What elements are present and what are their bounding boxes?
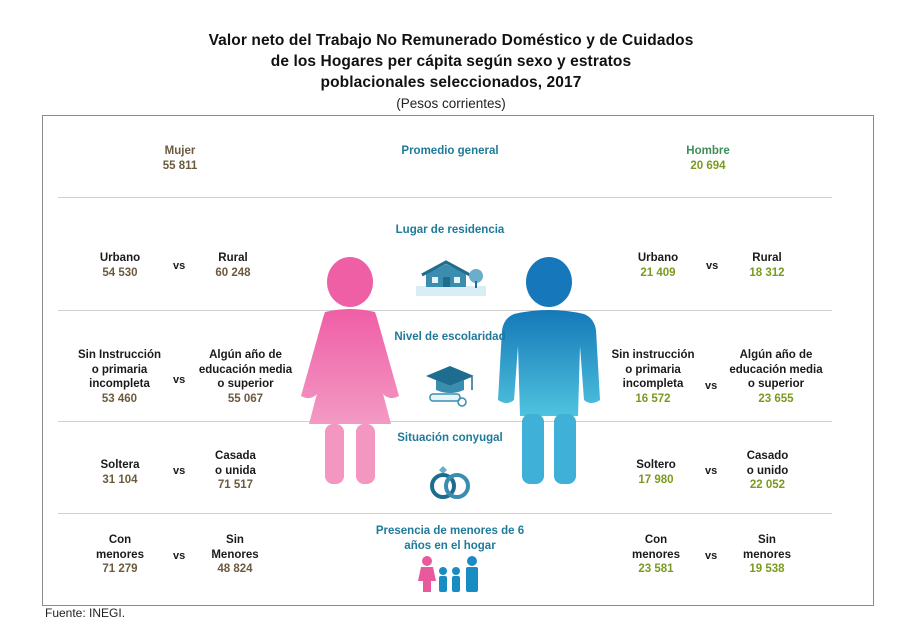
row-divider [58, 310, 832, 311]
vs-label: vs [705, 550, 718, 562]
vs-label: vs [173, 465, 186, 477]
hombre-rural-value: 18 312 [749, 266, 785, 279]
hombre-sin-menores-label-2: menores [743, 548, 791, 561]
row-divider [58, 513, 832, 514]
mujer-urbano-label: Urbano [99, 252, 141, 264]
subtitle: (Pesos corrientes) [396, 96, 506, 111]
hombre-con-menores-value: 23 581 [638, 563, 674, 575]
mujer-media-superior-label-3: o superior [217, 378, 274, 390]
vs-label: vs [705, 465, 718, 477]
mujer-casada-label-1: Casada [215, 450, 256, 462]
hombre-soltero-value: 17 980 [638, 473, 674, 486]
hombre-sin-menores-label-1: Sin [758, 534, 776, 546]
hombre-sin-instruccion-value: 16 572 [635, 392, 671, 405]
mujer-rural-value: 60 248 [215, 266, 251, 279]
graduation-cap-icon [426, 366, 474, 407]
center-residencia-label-1: Lugar de [395, 224, 445, 236]
hombre-soltero-label: Soltero [636, 459, 676, 471]
hombre-casado-label-1: Casado [746, 450, 789, 462]
vs-label: vs [173, 374, 186, 386]
mujer-sin-menores-label-2: Menores [211, 548, 259, 561]
mujer-urbano-value: 54 530 [102, 266, 138, 279]
hombre-sin-menores-value: 19 538 [749, 563, 785, 575]
center-conyugal-label-1: Situación [397, 432, 450, 444]
infographic-frame [42, 115, 874, 606]
hombre-urbano-label: Urbano [637, 252, 679, 264]
mujer-media-superior-label-1: Algún año de [209, 349, 282, 361]
vs-label: vs [705, 380, 718, 392]
vs-label: vs [173, 550, 186, 562]
row-divider [58, 421, 832, 422]
mujer-figure-icon [301, 257, 399, 484]
mujer-con-menores-label-1: Con [108, 534, 132, 546]
hombre-con-menores-label-1: Con [644, 534, 668, 546]
mujer-sin-instruccion-label-3: incompleta [89, 378, 150, 390]
hombre-figure-icon [498, 257, 600, 484]
hombre-promedio-value: 20 694 [690, 159, 726, 172]
hombre-sin-instruccion-label-3: incompleta [622, 378, 684, 390]
vs-label: vs [706, 260, 719, 272]
mujer-media-superior-value: 55 067 [227, 392, 264, 405]
hombre-media-superior-label-1: Algún año de [739, 349, 813, 361]
center-menores-label-2: de 6 años en el hogar [404, 525, 525, 552]
center-residencia-label-2: residencia [447, 224, 505, 236]
mujer-sin-instruccion-value: 53 460 [101, 392, 138, 405]
title-line-2: de los Hogares per cápita según sexo y e… [270, 53, 632, 70]
mujer-sin-menores-label-1: Sin [226, 534, 244, 546]
title-line-1: Valor neto del Trabajo No Remunerado Dom… [208, 32, 694, 49]
source-note: Fuente: INEGI. [45, 606, 126, 620]
title-line-3: poblacionales seleccionados, 2017 [320, 74, 582, 91]
hombre-urbano-value: 21 409 [640, 266, 676, 279]
center-promedio-label-2: general [457, 145, 499, 157]
mujer-soltera-value: 31 104 [102, 473, 138, 486]
center-escolaridad-label-1: Nivel de [394, 331, 439, 343]
mujer-casada-label-2: o unida [215, 464, 256, 477]
wedding-rings-icon [430, 466, 470, 499]
center-promedio-label-1: Promedio [401, 145, 455, 157]
hombre-media-superior-value: 23 655 [758, 392, 794, 405]
mujer-con-menores-value: 71 279 [102, 563, 138, 575]
hombre-casado-label-2: o unido [746, 464, 789, 477]
mujer-header: Mujer [164, 145, 196, 157]
family-icon [418, 556, 478, 592]
mujer-sin-menores-value: 48 824 [217, 563, 253, 575]
center-conyugal-label-2: conyugal [452, 432, 503, 444]
hombre-casado-value: 22 052 [749, 479, 786, 491]
hombre-sin-instruccion-label-2: o primaria [625, 363, 681, 376]
center-escolaridad-label-2: escolaridad [441, 331, 506, 343]
mujer-promedio-value: 55 811 [162, 159, 198, 172]
hombre-media-superior-label-2: educación media [729, 363, 823, 376]
hombre-header: Hombre [686, 145, 730, 157]
mujer-casada-value: 71 517 [217, 479, 254, 491]
hombre-media-superior-label-3: o superior [747, 378, 805, 390]
house-icon [416, 260, 486, 296]
mujer-soltera-label: Soltera [100, 459, 140, 471]
mujer-rural-label: Rural [218, 252, 248, 264]
vs-label: vs [173, 260, 186, 272]
hombre-sin-instruccion-label-1: Sin instrucción [611, 349, 695, 361]
hombre-rural-label: Rural [752, 252, 782, 264]
row-divider [58, 197, 832, 198]
mujer-con-menores-label-2: menores [96, 548, 144, 561]
mujer-sin-instruccion-label-2: o primaria [91, 363, 148, 376]
hombre-con-menores-label-2: menores [632, 548, 680, 561]
center-menores-label-1: Presencia de menores [375, 525, 498, 537]
mujer-media-superior-label-2: educación media [198, 363, 293, 376]
mujer-sin-instruccion-label-1: Sin Instrucción [77, 349, 162, 361]
